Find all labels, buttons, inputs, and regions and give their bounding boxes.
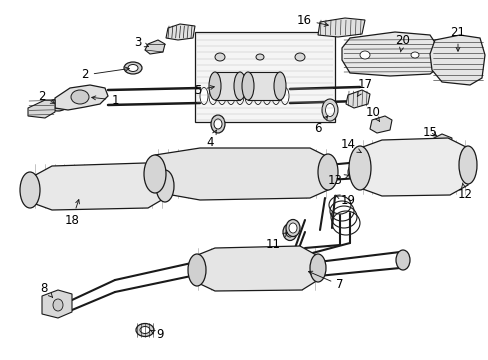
- Ellipse shape: [285, 227, 293, 237]
- Ellipse shape: [294, 53, 305, 61]
- Ellipse shape: [128, 64, 138, 72]
- Text: 17: 17: [357, 78, 372, 96]
- Text: 19: 19: [334, 194, 355, 207]
- Ellipse shape: [124, 62, 142, 74]
- Ellipse shape: [458, 146, 476, 184]
- Ellipse shape: [273, 72, 285, 100]
- Ellipse shape: [210, 115, 224, 133]
- Text: 2: 2: [38, 90, 55, 104]
- Ellipse shape: [54, 300, 62, 310]
- Ellipse shape: [236, 87, 244, 104]
- Text: 21: 21: [449, 26, 465, 51]
- Text: 5: 5: [194, 84, 214, 96]
- Ellipse shape: [244, 87, 252, 104]
- Text: 20: 20: [395, 33, 409, 52]
- Ellipse shape: [53, 299, 63, 311]
- Text: 1: 1: [92, 94, 119, 107]
- Text: 12: 12: [457, 183, 471, 202]
- Text: 8: 8: [40, 282, 52, 297]
- Ellipse shape: [359, 51, 369, 59]
- Text: 6: 6: [314, 116, 327, 135]
- Ellipse shape: [256, 54, 264, 60]
- Polygon shape: [369, 116, 391, 133]
- Ellipse shape: [395, 250, 409, 270]
- Ellipse shape: [71, 90, 89, 104]
- Ellipse shape: [325, 104, 334, 117]
- Ellipse shape: [234, 72, 245, 100]
- Ellipse shape: [215, 53, 224, 61]
- Ellipse shape: [281, 87, 288, 104]
- Text: 7: 7: [308, 271, 343, 292]
- Polygon shape: [215, 72, 240, 100]
- Polygon shape: [155, 148, 329, 200]
- Ellipse shape: [208, 72, 221, 100]
- Text: 9: 9: [150, 328, 163, 342]
- Ellipse shape: [51, 296, 65, 314]
- Ellipse shape: [200, 87, 207, 104]
- Polygon shape: [341, 32, 439, 76]
- Ellipse shape: [348, 146, 370, 190]
- Ellipse shape: [49, 99, 67, 111]
- Text: 10: 10: [365, 105, 380, 121]
- Polygon shape: [352, 146, 375, 164]
- Ellipse shape: [214, 119, 222, 129]
- Ellipse shape: [263, 87, 270, 104]
- Ellipse shape: [226, 87, 235, 104]
- Polygon shape: [195, 246, 317, 291]
- Polygon shape: [55, 85, 108, 110]
- Polygon shape: [247, 72, 280, 100]
- Ellipse shape: [410, 52, 418, 58]
- Polygon shape: [426, 134, 451, 154]
- Ellipse shape: [347, 164, 361, 180]
- Ellipse shape: [156, 170, 174, 202]
- Text: 4: 4: [206, 130, 216, 148]
- Polygon shape: [429, 35, 484, 85]
- Ellipse shape: [288, 223, 296, 233]
- Ellipse shape: [218, 87, 225, 104]
- Text: 14: 14: [340, 139, 361, 153]
- Ellipse shape: [20, 172, 40, 208]
- Bar: [195, 32, 334, 122]
- Text: 18: 18: [64, 199, 79, 226]
- Polygon shape: [145, 40, 164, 54]
- Ellipse shape: [321, 99, 337, 121]
- Ellipse shape: [187, 254, 205, 286]
- Ellipse shape: [271, 87, 280, 104]
- Ellipse shape: [285, 220, 299, 237]
- Text: 13: 13: [327, 174, 348, 186]
- Polygon shape: [346, 90, 369, 108]
- Text: 16: 16: [296, 13, 327, 27]
- Polygon shape: [42, 290, 72, 318]
- Ellipse shape: [140, 327, 150, 333]
- Polygon shape: [28, 100, 55, 118]
- Polygon shape: [30, 163, 164, 210]
- Text: 15: 15: [422, 126, 437, 139]
- Ellipse shape: [283, 224, 296, 240]
- Ellipse shape: [143, 155, 165, 193]
- Polygon shape: [359, 138, 467, 196]
- Ellipse shape: [350, 167, 358, 176]
- Text: 2: 2: [81, 67, 129, 81]
- Ellipse shape: [208, 87, 217, 104]
- Ellipse shape: [242, 72, 253, 100]
- Text: 11: 11: [265, 233, 286, 252]
- Ellipse shape: [136, 324, 154, 337]
- Text: 3: 3: [134, 36, 148, 49]
- Ellipse shape: [309, 254, 325, 282]
- Ellipse shape: [53, 102, 63, 108]
- Ellipse shape: [253, 87, 262, 104]
- Ellipse shape: [317, 154, 337, 190]
- Polygon shape: [165, 24, 195, 40]
- Polygon shape: [317, 18, 364, 37]
